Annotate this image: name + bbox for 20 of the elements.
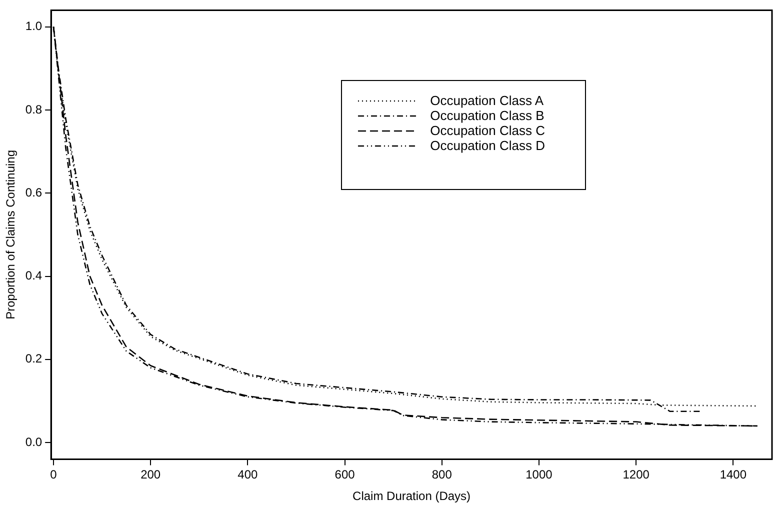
x-tick-label: 1200 (622, 468, 650, 482)
y-tick-label: 0.8 (25, 102, 42, 116)
y-tick-label: 1.0 (25, 19, 42, 34)
y-tick-label: 0.2 (25, 352, 42, 366)
x-tick-label: 0 (50, 468, 58, 482)
y-tick-label: 0.6 (25, 185, 42, 200)
x-tick-label: 400 (238, 468, 258, 482)
y-axis-title: Proportion of Claims Continuing (4, 150, 18, 320)
x-tick-label: 200 (140, 468, 161, 482)
x-tick-label: 600 (334, 468, 356, 482)
x-tick-label: 1400 (720, 468, 747, 482)
y-tick-label: 0.0 (25, 434, 42, 449)
legend-label: Occupation Class B (430, 108, 544, 123)
legend-label: Occupation Class C (430, 123, 545, 138)
y-tick-label: 0.4 (25, 268, 42, 283)
legend-label: Occupation Class A (430, 93, 544, 108)
x-tick-label: 800 (432, 468, 452, 482)
legend-label: Occupation Class D (430, 138, 545, 153)
x-axis-title: Claim Duration (Days) (352, 489, 471, 504)
x-tick-label: 1000 (526, 468, 553, 482)
